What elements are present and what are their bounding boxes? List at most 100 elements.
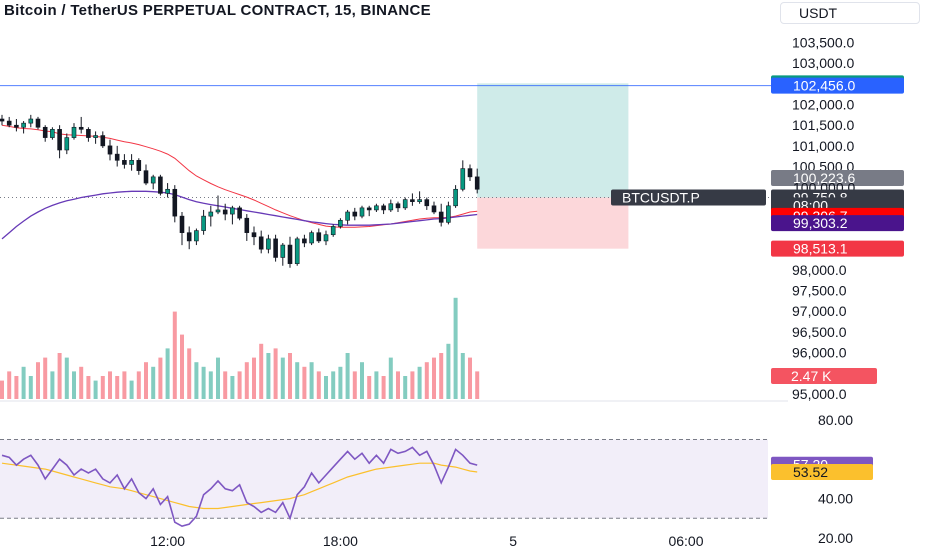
candle-body [417,199,422,202]
volume-bar [453,297,458,399]
chart-title: Bitcoin / TetherUS PERPETUAL CONTRACT, 1… [4,2,431,19]
candle-body [359,207,365,217]
volume-bar [460,353,465,399]
rsi-band [0,439,768,519]
candle-body [86,129,91,138]
candle-body [453,188,458,207]
volume-bar [259,343,264,399]
volume-bar [360,362,364,399]
price-label: 102,456.0 [793,78,855,94]
volume-bar [43,357,48,399]
candle-body [374,205,379,211]
candle-body [266,238,271,250]
moving-averages [1,124,478,240]
candle-body [64,137,70,151]
price-label: 100,223.6 [793,170,855,186]
volume-bar [100,376,105,399]
price-label: 98,513.1 [793,241,848,257]
candle-body [438,211,444,223]
candle-body [237,207,242,219]
volume-bar [432,357,436,399]
volume-bar [201,366,206,399]
price-tick-label: 97,000.0 [792,303,847,319]
candle-body [194,230,199,242]
volume-bar [244,362,249,399]
volume-bar [266,353,271,399]
candle-body [431,205,437,213]
candle-body [71,126,77,138]
price-tick-label: 95,000.0 [792,386,847,402]
candle-body [446,205,451,223]
price-tick-label: 96,500.0 [792,324,847,340]
volume-bar [403,376,408,399]
candle-body [395,203,401,209]
volume-bar [280,357,285,399]
volume-bar [14,376,19,399]
symbol-tag: BTCUSDT.P [622,190,700,206]
price-label-bg [771,77,904,94]
candle-body [338,219,343,227]
price-label: 99,303.2 [793,215,848,231]
volume-bar [324,376,328,399]
candle-body [150,176,156,184]
volume-bar [295,362,300,399]
candle-body [460,168,466,190]
volume-bar [79,366,84,399]
volume-bar [302,366,307,399]
candle-body [6,120,12,126]
volume-bar [122,371,127,399]
volume-bar [388,357,393,399]
volume-bar [7,371,12,399]
currency-selector[interactable]: USDT [780,2,920,24]
volume-bar [180,334,184,399]
volume-bar [36,362,40,399]
candle-body [186,232,192,242]
volume-bar [367,376,372,399]
volume-label-bg [771,368,877,384]
volume-bar [417,366,422,399]
price-tick-label: 103,000.0 [792,55,854,71]
volume-bar [338,366,343,399]
candle-body [93,135,98,138]
volume-bar [21,366,26,399]
volume-bar [57,353,62,399]
candle-body [172,188,178,217]
time-tick-label: 5 [509,533,517,549]
price-tick-label: 101,500.0 [792,117,854,133]
candles [0,114,480,268]
candle-body [100,135,106,147]
candle-body [21,122,26,128]
volume-bar [309,362,314,399]
volume-bar [396,371,400,399]
candle-body [388,203,394,211]
volume-bar [374,371,379,399]
rsi-ma-line [1,462,478,510]
volume-bar [223,371,228,399]
candle-body [330,226,336,236]
candle-body [114,153,120,161]
price-tick-label: 101,000.0 [792,138,854,154]
candle-body [179,215,185,233]
price-label-bg [771,240,904,257]
rsi-value-label-bg [771,463,873,480]
volume-bar [158,357,163,399]
volume-bar [468,357,472,399]
time-tick-label: 12:00 [150,533,185,549]
rsi-tick-label: 80.00 [818,412,853,428]
candle-body [222,209,228,215]
volume-bar [172,311,177,399]
rsi-tick-label: 20.00 [818,530,853,546]
price-labels: 102,512.4102,456.0100,223.6100,000.099,7… [611,75,904,480]
volume-bar [136,371,141,399]
volume-bar [208,371,213,399]
volume-bar [151,366,156,399]
candle-body [258,236,264,250]
candle-body [165,188,170,194]
volume-bar [237,371,242,399]
candle-body [215,209,221,213]
price-tick-label: 102,000.0 [792,97,854,113]
candle-body [42,126,48,138]
volume-bars [0,297,480,399]
volume-bar [50,371,55,399]
